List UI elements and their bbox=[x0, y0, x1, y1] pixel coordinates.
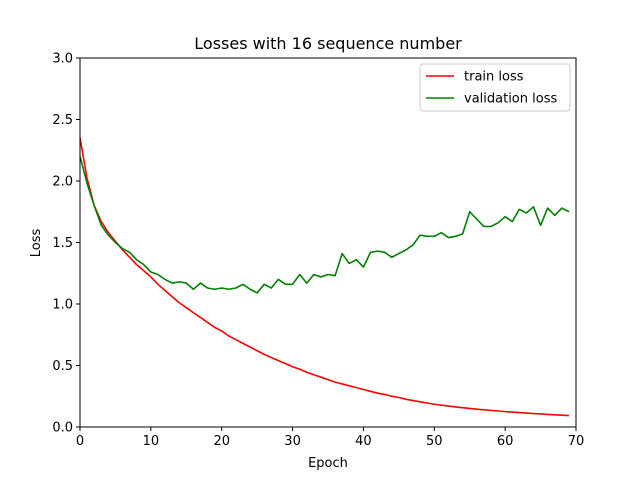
y-tick-label: 0.0 bbox=[52, 421, 73, 436]
x-tick-label: 0 bbox=[76, 434, 84, 449]
y-tick-label: 1.5 bbox=[52, 236, 73, 251]
x-tick-label: 70 bbox=[568, 434, 585, 449]
series-line-1 bbox=[79, 156, 570, 294]
axes-frame bbox=[79, 57, 577, 428]
x-tick-label: 50 bbox=[426, 434, 443, 449]
x-tick-label: 40 bbox=[355, 434, 372, 449]
y-tick-label: 2.0 bbox=[52, 175, 73, 190]
y-tick-label: 2.5 bbox=[52, 113, 73, 128]
y-tick-label: 0.5 bbox=[52, 359, 73, 374]
legend-label-0: train loss bbox=[464, 70, 524, 85]
series-line-0 bbox=[79, 137, 569, 417]
x-tick-label: 20 bbox=[213, 434, 230, 449]
chart-title: Losses with 16 sequence number bbox=[194, 34, 462, 53]
x-tick-label: 60 bbox=[497, 434, 514, 449]
y-tick-label: 3.0 bbox=[52, 52, 73, 67]
x-tick-label: 30 bbox=[284, 434, 301, 449]
x-axis-label: Epoch bbox=[308, 456, 348, 471]
x-tick-label: 10 bbox=[143, 434, 160, 449]
plot-area: 0 10 20 30 40 50 60 70 0.0 0.5 1.0 1.5 2.0 2.5 3.0 trai… bbox=[52, 52, 584, 450]
legend-box bbox=[419, 63, 571, 112]
legend-label-1: validation loss bbox=[464, 92, 557, 107]
y-tick-label: 1.0 bbox=[52, 298, 73, 313]
y-axis-label: Loss bbox=[29, 229, 44, 258]
